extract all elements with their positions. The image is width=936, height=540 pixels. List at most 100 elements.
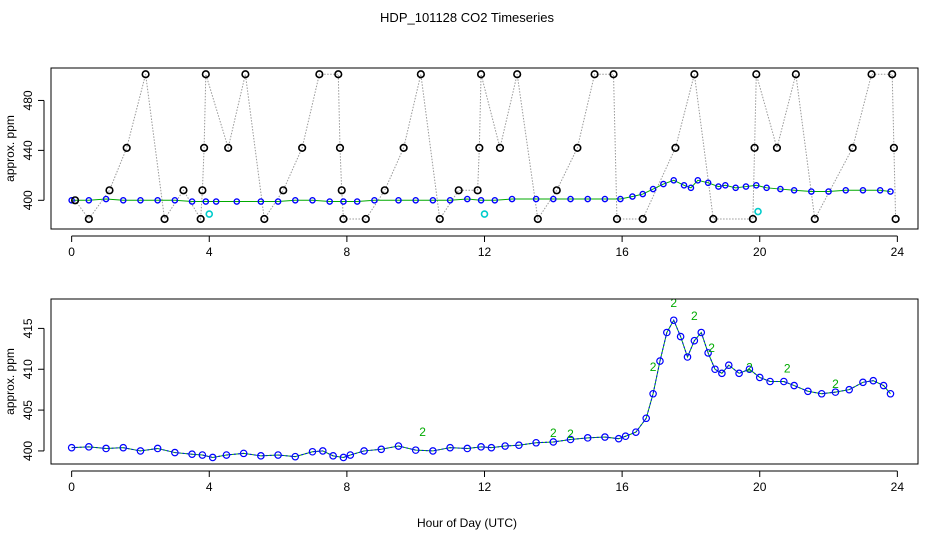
blue-data-point	[491, 196, 499, 204]
raw-data-point	[791, 70, 800, 79]
green-data-label: 2	[567, 427, 574, 441]
cyan-data-point	[205, 210, 214, 218]
raw-data-point	[201, 70, 210, 79]
blue-data-point	[639, 190, 647, 198]
blue-data-point	[735, 369, 743, 378]
top-data-marks	[68, 70, 900, 224]
blue-data-point	[360, 447, 368, 455]
raw-data-point	[224, 143, 233, 152]
blue-data-point	[566, 435, 575, 444]
blue-data-point	[567, 195, 574, 203]
raw-data-point	[361, 214, 370, 224]
x-tick-label: 8	[344, 245, 351, 259]
raw-data-point	[513, 70, 522, 79]
blue-data-point	[697, 328, 706, 337]
blue-data-point	[766, 377, 774, 386]
raw-data-point	[671, 143, 680, 152]
blue-data-point	[649, 389, 657, 398]
blue-data-point	[629, 193, 636, 200]
blue-data-point	[463, 195, 471, 203]
blue-data-point	[876, 187, 884, 194]
top-y-axis: 400 440 480	[21, 90, 45, 210]
green-data-label: 2	[708, 341, 715, 355]
blue-data-point	[752, 182, 760, 189]
blue-data-point	[845, 385, 853, 394]
raw-data-point	[590, 70, 599, 79]
blue-data-point	[394, 442, 403, 450]
blue-data-point	[257, 198, 265, 205]
raw-data-point	[122, 143, 131, 152]
blue-data-point	[477, 443, 485, 451]
blue-data-point	[642, 414, 651, 423]
blue-data-point	[601, 433, 609, 441]
blue-data-point	[532, 438, 540, 447]
raw-data-point	[179, 186, 188, 195]
blue-data-point	[102, 195, 110, 203]
blue-data-point	[446, 443, 454, 452]
raw-data-point	[495, 143, 505, 152]
blue-data-point	[154, 196, 161, 204]
raw-data-point	[260, 214, 269, 224]
blue-data-point	[291, 196, 299, 204]
blue-data-point	[777, 185, 784, 193]
blue-data-point	[583, 434, 592, 442]
blue-data-point	[208, 453, 217, 462]
blue-data-point	[85, 196, 93, 204]
blue-data-point	[732, 184, 739, 192]
blue-data-point	[136, 447, 145, 455]
blue-data-point	[85, 443, 93, 451]
blue-data-point	[119, 196, 127, 204]
y-tick-label: 480	[21, 90, 35, 110]
blue-data-point	[621, 432, 630, 441]
blue-data-point	[119, 443, 128, 452]
raw-data-point	[888, 70, 897, 79]
x-tick-label: 20	[753, 245, 767, 259]
blue-data-point	[715, 183, 722, 190]
blue-data-point	[67, 443, 76, 452]
blue-data-point	[198, 451, 207, 459]
top-plot-frame	[50, 67, 919, 230]
blue-data-point	[831, 388, 840, 396]
blue-data-point	[683, 353, 692, 361]
blue-data-point	[584, 195, 592, 203]
blue-series-line	[71, 319, 891, 458]
blue-data-point	[68, 196, 75, 204]
y-tick-label: 410	[21, 359, 35, 379]
raw-data-point	[198, 186, 207, 195]
blue-data-point	[722, 182, 729, 189]
bottom-x-axis: 0 4 8 12 16 20 24	[68, 470, 904, 494]
blue-data-point	[501, 442, 509, 450]
blue-data-point	[102, 444, 110, 453]
blue-data-point	[790, 187, 798, 194]
green-data-label: 2	[746, 361, 753, 375]
raw-data-point	[84, 214, 93, 224]
blue-data-point	[886, 389, 895, 398]
blue-data-point	[842, 187, 850, 194]
blue-data-point	[804, 387, 812, 396]
raw-data-point	[105, 186, 114, 195]
x-tick-label: 20	[753, 480, 767, 494]
x-tick-label: 24	[891, 245, 905, 259]
blue-data-point	[477, 196, 485, 204]
raw-series-line	[74, 73, 897, 221]
blue-data-point	[411, 446, 420, 454]
green-data-label: 2	[832, 377, 839, 391]
raw-data-point	[533, 214, 542, 224]
raw-data-point	[298, 143, 307, 152]
blue-data-point	[780, 377, 788, 386]
blue-data-point	[532, 195, 540, 203]
blue-data-point	[429, 447, 437, 455]
raw-data-point	[435, 214, 444, 224]
raw-data-point	[748, 214, 757, 224]
blue-data-point	[291, 452, 300, 461]
blue-data-point	[339, 453, 348, 462]
raw-data-point	[380, 186, 389, 195]
blue-data-point	[617, 195, 624, 203]
blue-data-point	[632, 428, 640, 436]
blue-data-point	[660, 180, 667, 188]
raw-data-point	[339, 214, 348, 224]
blue-data-point	[239, 449, 248, 458]
raw-data-point	[476, 70, 486, 79]
raw-data-point	[200, 143, 209, 152]
